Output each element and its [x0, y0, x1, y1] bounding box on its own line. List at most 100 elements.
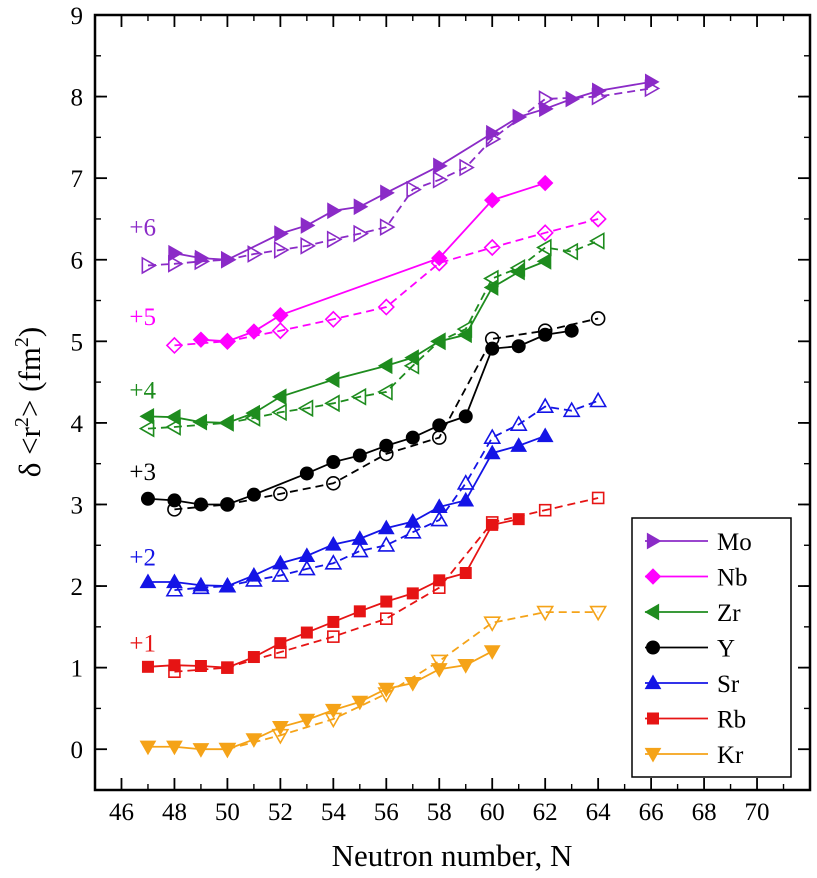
series-rb	[141, 491, 605, 679]
data-point-open	[271, 322, 290, 340]
data-point-filled	[298, 713, 316, 729]
data-point-filled	[485, 341, 500, 356]
data-point-open	[297, 559, 316, 576]
data-point-filled	[592, 82, 607, 100]
x-tick-label: 50	[215, 799, 240, 826]
data-point-open	[456, 474, 475, 490]
data-point-filled	[510, 263, 525, 281]
x-tick-label: 68	[692, 799, 717, 826]
y-tick-label: 6	[71, 248, 84, 275]
data-point-open	[483, 616, 502, 632]
data-point-filled	[272, 307, 289, 324]
data-point-open	[536, 397, 555, 414]
data-point-filled	[219, 333, 236, 350]
data-point-filled	[272, 554, 289, 570]
data-point-filled	[271, 388, 287, 406]
x-tick-label: 56	[374, 799, 399, 826]
data-point-open	[406, 180, 422, 199]
data-point-filled	[274, 225, 289, 242]
data-point-open	[327, 630, 340, 643]
y-tick-label: 1	[71, 656, 84, 683]
data-point-open	[432, 170, 449, 189]
data-point-open	[379, 612, 393, 625]
data-point-filled	[432, 418, 447, 433]
x-tick-label: 46	[109, 799, 134, 826]
data-point-filled	[379, 438, 394, 453]
data-point-open	[483, 428, 502, 445]
data-point-open	[591, 491, 605, 505]
data-point-filled	[327, 615, 340, 628]
data-point-open	[538, 90, 555, 108]
data-point-filled	[300, 626, 313, 639]
data-point-open	[403, 356, 420, 375]
data-point-filled	[298, 547, 316, 562]
y-tick-label: 9	[71, 3, 84, 30]
legend-marker	[646, 532, 662, 550]
data-point-filled	[565, 90, 581, 108]
data-point-open	[297, 399, 314, 418]
series-line-dashed	[174, 400, 599, 592]
legend-marker	[644, 568, 662, 585]
data-point-filled	[139, 573, 157, 589]
data-point-filled	[644, 73, 660, 91]
data-point-open	[377, 536, 396, 552]
data-point-open	[324, 310, 342, 328]
data-point-open	[589, 232, 605, 250]
data-point-open	[247, 245, 264, 263]
data-point-filled	[324, 371, 340, 389]
data-point-filled	[564, 323, 579, 338]
offset-label: +2	[129, 545, 156, 572]
x-tick-label: 58	[427, 799, 452, 826]
x-tick-label: 48	[162, 799, 187, 826]
data-point-filled	[245, 404, 261, 422]
data-point-open	[430, 654, 449, 671]
data-point-open	[271, 403, 287, 422]
data-point-filled	[166, 573, 183, 589]
data-point-filled	[430, 663, 448, 678]
offset-label: +4	[129, 377, 156, 404]
data-point-filled	[512, 108, 528, 126]
legend-label: Rb	[717, 707, 746, 734]
y-tick-label: 0	[71, 737, 84, 764]
data-point-filled	[220, 497, 235, 512]
data-point-filled	[352, 448, 367, 463]
legend-marker	[647, 712, 659, 725]
data-point-open	[536, 238, 552, 257]
data-point-filled	[246, 487, 261, 502]
data-point-open	[379, 218, 396, 236]
x-tick-label: 60	[480, 799, 505, 826]
series-zr	[138, 232, 605, 438]
offset-label: +1	[129, 630, 156, 657]
offset-labels: +6 +5 +4 +3 +2 +1	[129, 214, 156, 657]
data-point-open	[273, 486, 288, 502]
series-line-dashed	[174, 317, 599, 511]
data-point-open	[562, 401, 581, 418]
data-point-open	[589, 605, 608, 622]
data-point-open	[589, 391, 608, 408]
series-layer	[138, 73, 661, 759]
data-point-open	[536, 605, 555, 622]
data-point-filled	[324, 535, 342, 551]
data-point-open	[483, 238, 501, 257]
data-point-filled	[457, 326, 472, 344]
y-tick-label: 7	[71, 166, 84, 193]
offset-label: +6	[129, 214, 156, 241]
x-tick-label: 54	[321, 799, 347, 826]
data-point-filled	[272, 721, 289, 736]
data-point-filled	[221, 251, 236, 269]
data-point-filled	[140, 491, 155, 506]
data-point-filled	[457, 659, 475, 674]
data-point-filled	[380, 595, 393, 608]
data-point-open	[377, 298, 395, 316]
data-point-filled	[483, 645, 501, 660]
y-tick-label: 4	[71, 411, 84, 438]
series-line-solid	[147, 435, 546, 587]
data-point-filled	[139, 740, 157, 756]
data-point-filled	[539, 100, 554, 118]
data-point-filled	[245, 733, 263, 748]
x-tick-label: 70	[745, 799, 770, 826]
data-point-filled	[326, 455, 341, 470]
data-point-open	[430, 510, 449, 527]
data-point-filled	[510, 437, 528, 452]
